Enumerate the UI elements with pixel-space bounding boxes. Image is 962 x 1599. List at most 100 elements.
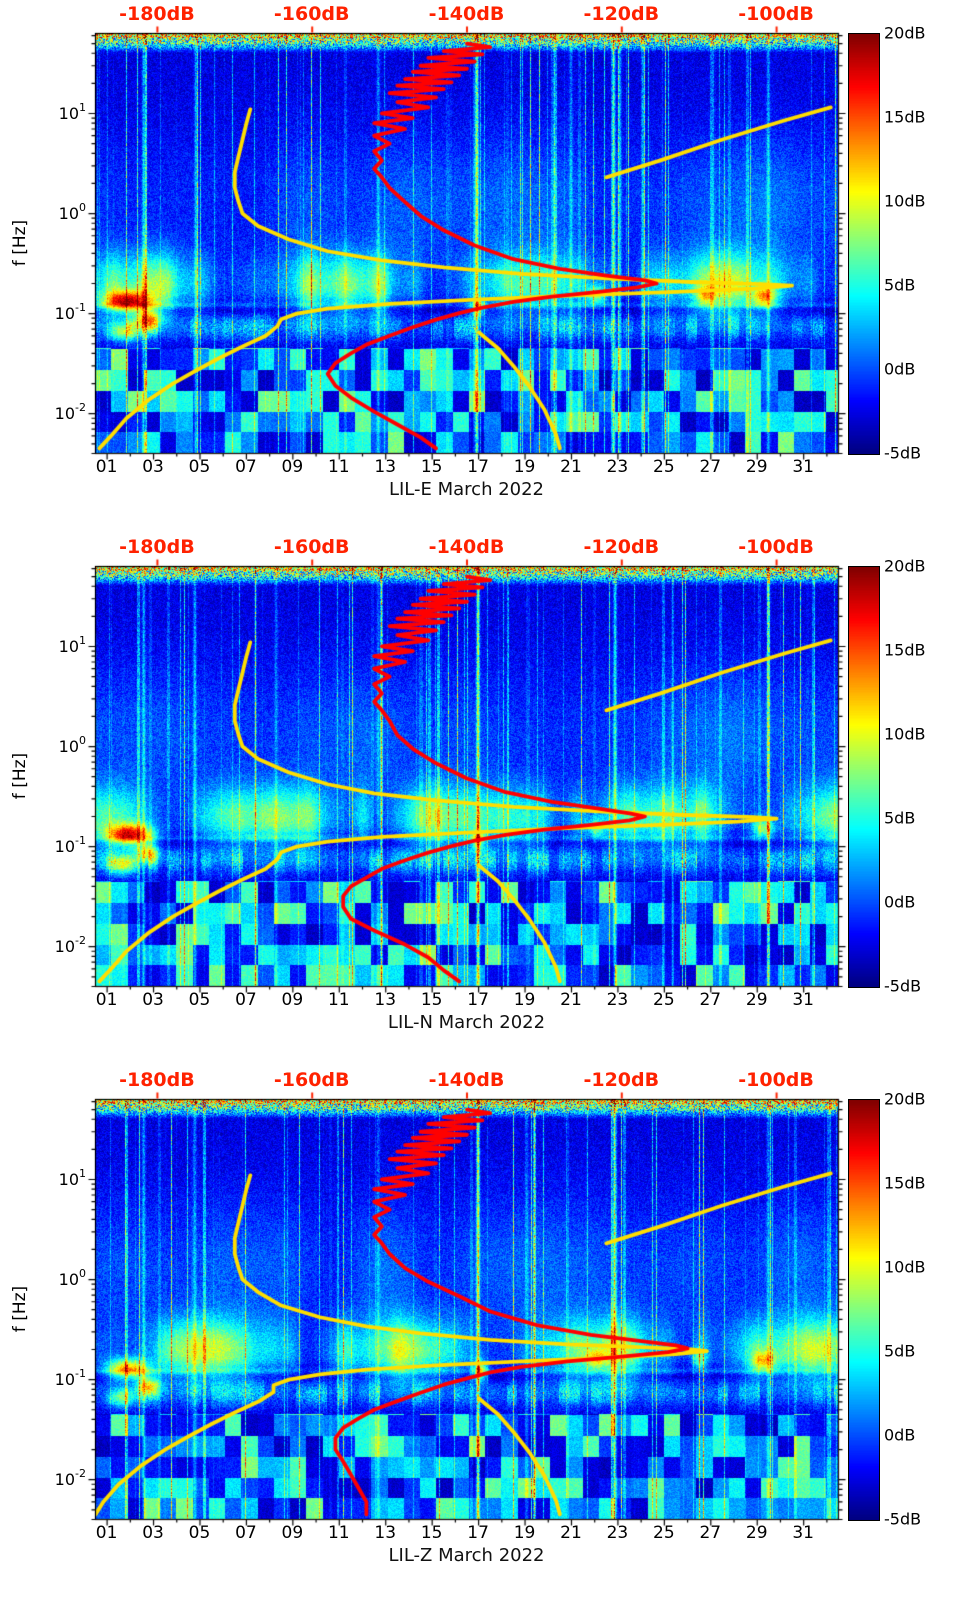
y-tick-label: 101: [58, 1166, 86, 1190]
top-axis-tick-label: -120dB: [583, 536, 660, 558]
y-tick-label: 101: [59, 633, 86, 656]
y-tick-exponent: 1: [79, 1166, 86, 1180]
x-tick-label: 07: [235, 457, 257, 477]
colorbar-tick-label: -5dB: [884, 443, 922, 463]
colorbar-tick-label: 10dB: [884, 724, 926, 744]
y-tick-base: 10: [54, 404, 76, 424]
x-tick-label: 31: [792, 457, 814, 477]
top-axis-tick-label: -160dB: [273, 1069, 350, 1091]
x-tick-label: 01: [95, 1523, 118, 1543]
x-tick-label: 07: [235, 1523, 257, 1543]
x-tick-label: 29: [745, 457, 768, 477]
y-tick-base: 10: [54, 837, 76, 857]
colorbar-tick-label: -5dB: [884, 1509, 922, 1529]
top-axis-tick-label: -160dB: [273, 3, 350, 25]
x-tick-label: 11: [327, 1523, 350, 1543]
y-tick-exponent: 0: [79, 1266, 86, 1280]
colorbar-tick-label: 0dB: [884, 1425, 916, 1445]
x-tick-label: 21: [560, 990, 582, 1010]
x-tick-label: 09: [281, 457, 304, 477]
y-tick-base: 10: [58, 104, 79, 124]
colorbar-tick-label: 15dB: [884, 640, 926, 660]
colorbar-tick-label: 15dB: [884, 1173, 926, 1193]
y-tick-exponent: -2: [75, 401, 86, 415]
x-tick-label: 17: [467, 990, 489, 1010]
x-tick-label: 15: [420, 990, 443, 1010]
top-axis-tick-label: -140dB: [428, 536, 505, 558]
y-tick-exponent: 1: [79, 633, 86, 647]
panel-lil-n: f [Hz] LIL-N March 2022 -180dB -160dB -140…: [0, 533, 962, 1066]
panel-lil-e: f [Hz] LIL-E March 2022 -180dB -160dB -140…: [0, 0, 962, 533]
x-tick-label: 23: [606, 457, 629, 477]
y-tick-exponent: 1: [79, 100, 86, 114]
x-tick-label: 19: [513, 457, 536, 477]
x-tick-label: 15: [420, 457, 443, 477]
x-tick-label: 03: [142, 990, 164, 1010]
x-tick-label: 11: [327, 457, 350, 477]
y-axis-label: f [Hz]: [10, 1285, 30, 1333]
y-tick-label: 10-2: [55, 934, 86, 956]
colorbar-canvas: [848, 33, 880, 455]
x-tick-label: 09: [281, 990, 304, 1010]
x-tick-label: 05: [188, 990, 211, 1010]
y-tick-label: 101: [58, 100, 86, 124]
y-axis-label: f [Hz]: [10, 752, 30, 800]
panel-title: LIL-N March 2022: [387, 1012, 546, 1033]
top-axis-tick-label: -180dB: [119, 3, 195, 25]
colorbar-tick-label: 5dB: [884, 275, 916, 295]
panel-title: LIL-Z March 2022: [388, 1545, 545, 1566]
y-tick-exponent: 0: [79, 733, 86, 747]
x-tick-label: 05: [188, 457, 211, 477]
x-tick-label: 21: [560, 1523, 582, 1543]
x-tick-label: 01: [95, 457, 118, 477]
y-tick-label: 10-2: [54, 1467, 86, 1490]
x-tick-label: 03: [142, 457, 164, 477]
y-tick-base: 10: [58, 1270, 79, 1290]
x-tick-label: 09: [281, 1523, 304, 1543]
top-axis-tick-label: -180dB: [119, 536, 195, 558]
y-tick-label: 10-2: [54, 401, 86, 424]
colorbar-tick-label: 0dB: [884, 892, 916, 912]
y-tick-exponent: -2: [75, 1467, 86, 1481]
colorbar-canvas: [848, 566, 880, 988]
panel-title: LIL-E March 2022: [388, 479, 545, 500]
x-tick-label: 17: [467, 1523, 489, 1543]
top-axis-tick-label: -140dB: [428, 3, 505, 25]
top-axis-tick-label: -160dB: [273, 536, 350, 558]
x-tick-label: 27: [699, 457, 722, 477]
x-tick-label: 29: [745, 1523, 768, 1543]
spectrogram-canvas: [95, 33, 838, 453]
y-tick-base: 10: [58, 204, 79, 224]
x-tick-label: 31: [792, 990, 814, 1010]
x-tick-label: 05: [188, 1523, 211, 1543]
x-tick-label: 03: [142, 1523, 164, 1543]
x-tick-label: 11: [327, 990, 350, 1010]
y-tick-base: 10: [54, 304, 76, 324]
y-tick-exponent: -1: [75, 833, 86, 847]
y-tick-label: 10-1: [54, 300, 86, 324]
x-tick-label: 07: [235, 990, 257, 1010]
x-tick-label: 17: [467, 457, 489, 477]
y-axis-label: f [Hz]: [10, 219, 30, 267]
top-axis-tick-label: -140dB: [428, 1069, 505, 1091]
x-tick-label: 19: [513, 1523, 536, 1543]
y-tick-base: 10: [54, 1470, 76, 1490]
y-tick-base: 10: [58, 737, 79, 757]
x-tick-label: 27: [699, 1523, 722, 1543]
x-tick-label: 31: [792, 1523, 814, 1543]
y-tick-label: 100: [58, 201, 86, 224]
x-tick-label: 27: [699, 990, 722, 1010]
colorbar-tick-label: -5dB: [884, 976, 922, 996]
top-axis-tick-label: -180dB: [119, 1069, 195, 1091]
colorbar-tick-label: 5dB: [884, 808, 916, 828]
y-tick-base: 10: [58, 1170, 79, 1190]
y-tick-exponent: -2: [75, 934, 86, 948]
x-tick-label: 13: [374, 457, 397, 477]
x-tick-label: 25: [653, 990, 675, 1010]
y-tick-exponent: -1: [75, 300, 86, 314]
x-tick-label: 01: [95, 990, 118, 1010]
top-axis-tick-label: -100dB: [738, 536, 814, 558]
x-tick-label: 25: [653, 1523, 675, 1543]
y-tick-exponent: -1: [75, 1366, 86, 1380]
